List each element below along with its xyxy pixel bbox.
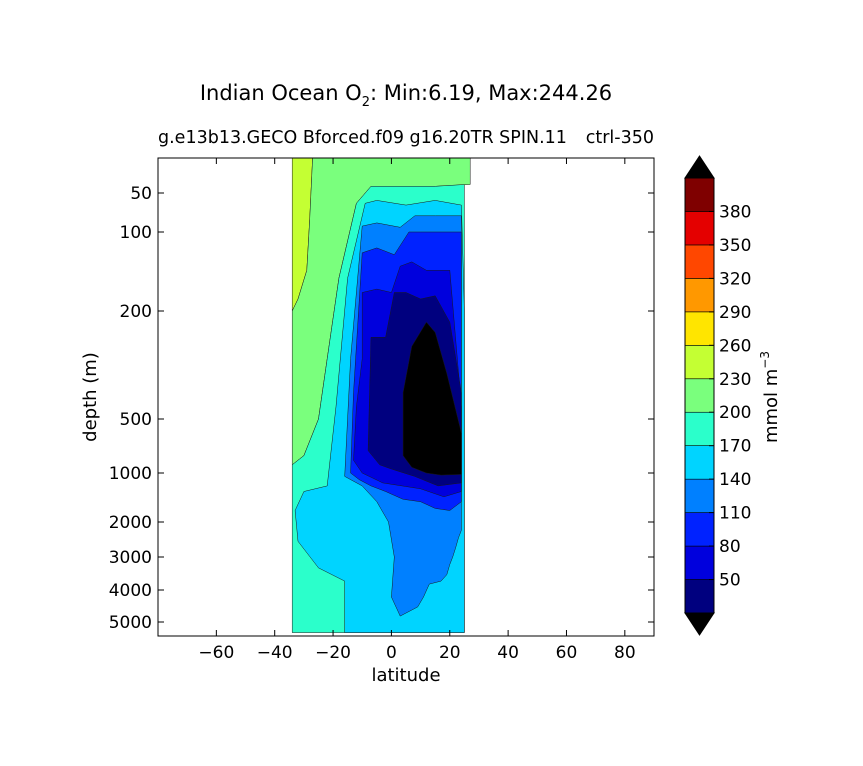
chart-title-subscript: 2 xyxy=(362,95,370,110)
contour-field xyxy=(291,158,471,633)
colorbar-extend-bottom xyxy=(684,612,715,636)
plot-frame xyxy=(157,157,655,637)
colorbar-bin xyxy=(684,177,715,212)
colorbar-extend-top xyxy=(684,155,715,179)
x-tick-label: −40 xyxy=(257,643,293,663)
colorbar-bin xyxy=(684,445,715,480)
y-tick-label: 50 xyxy=(130,184,152,204)
colorbar-tick-label: 350 xyxy=(719,236,751,256)
colorbar-tick-label: 80 xyxy=(719,537,741,557)
colorbar-bin xyxy=(684,211,715,246)
y-tick-label: 100 xyxy=(120,223,152,243)
y-tick-label: 2000 xyxy=(109,513,152,533)
x-tick-label: 60 xyxy=(556,643,578,663)
x-tick-label: −20 xyxy=(315,643,351,663)
colorbar-tick-label: 50 xyxy=(719,571,741,591)
x-tick-label: 80 xyxy=(614,643,636,663)
colorbar-tick-label: 380 xyxy=(719,202,751,222)
colorbar-tick-label: 260 xyxy=(719,336,751,356)
colorbar: 50 80 110 140 170 200 230 260 290 320 350 380 xyxy=(684,155,751,636)
colorbar-bin xyxy=(684,478,715,513)
y-tick-label: 3000 xyxy=(109,548,152,568)
colorbar-label: mmol m−3 xyxy=(758,351,782,443)
colorbar-bin xyxy=(684,278,715,313)
colorbar-tick-label: 230 xyxy=(719,370,751,390)
colorbar-bin xyxy=(684,579,715,614)
colorbar-frame xyxy=(684,177,715,614)
x-axis-label: latitude xyxy=(371,665,440,686)
colorbar-label-superscript: −3 xyxy=(758,351,772,369)
y-tick-label: 5000 xyxy=(109,613,152,633)
chart-title-rest: : Min:6.19, Max:244.26 xyxy=(370,81,612,105)
y-tick-label: 1000 xyxy=(109,464,152,484)
colorbar-bin xyxy=(684,311,715,346)
chart-subtitle-left: g.e13b13.GECO Bforced.f09 g16.20TR SPIN.… xyxy=(158,128,567,148)
colorbar-bin xyxy=(684,345,715,380)
y-tick-label: 200 xyxy=(120,302,152,322)
colorbar-tick-label: 140 xyxy=(719,470,751,490)
x-tick-label: 20 xyxy=(439,643,461,663)
x-tick-label: −60 xyxy=(198,643,234,663)
chart-title: Indian Ocean O2: Min:6.19, Max:244.26 xyxy=(200,81,612,110)
x-tick-label: 0 xyxy=(386,643,397,663)
colorbar-bin xyxy=(684,378,715,413)
colorbar-tick-label: 320 xyxy=(719,269,751,289)
x-tick-label: 40 xyxy=(497,643,519,663)
y-tick-label: 500 xyxy=(120,410,152,430)
colorbar-bin xyxy=(684,411,715,446)
colorbar-tick-label: 110 xyxy=(719,504,751,524)
y-axis-label: depth (m) xyxy=(80,352,101,442)
y-axis: 50 100 200 500 1000 2000 3000 4000 5000 xyxy=(109,184,654,633)
y-tick-label: 4000 xyxy=(109,581,152,601)
colorbar-tick-label: 290 xyxy=(719,303,751,323)
colorbar-bin xyxy=(684,512,715,547)
chart-subtitle-right: ctrl-350 xyxy=(586,128,654,148)
colorbar-bin xyxy=(684,244,715,279)
colorbar-tick-label: 200 xyxy=(719,403,751,423)
colorbar-tick-label: 170 xyxy=(719,437,751,457)
colorbar-bin xyxy=(684,545,715,580)
x-axis: −60 −40 −20 0 20 40 60 80 xyxy=(198,158,636,663)
contour-region-under xyxy=(402,321,462,476)
